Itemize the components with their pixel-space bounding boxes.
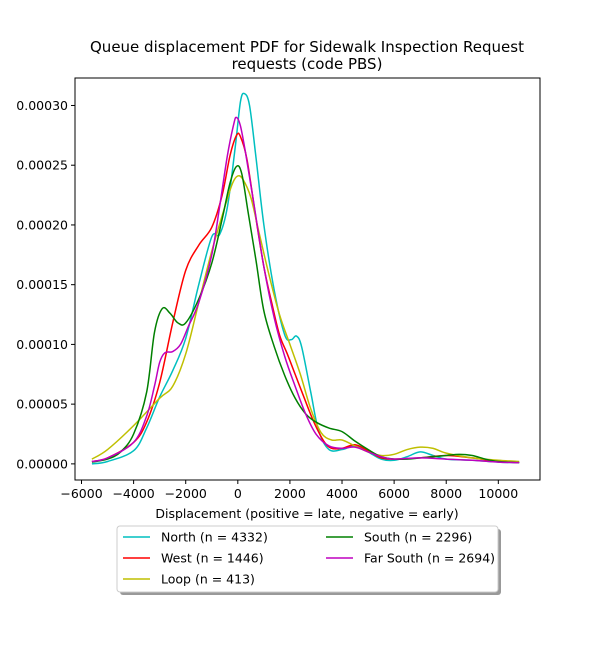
series-line-4	[91, 116, 520, 464]
legend-label: South (n = 2296)	[364, 530, 472, 545]
legend-label: Far South (n = 2694)	[364, 551, 495, 566]
plot-frame	[74, 77, 541, 481]
y-tick-label: 0.00000	[16, 456, 68, 471]
series-line-3	[91, 165, 520, 464]
legend-label: North (n = 4332)	[161, 530, 268, 545]
x-tick-label: 10000	[478, 486, 518, 501]
legend: North (n = 4332) West (n = 1446) Loop (n =…	[116, 525, 501, 595]
y-axis: 0.00000 0.00005 0.00010 0.00015 0.00020 0.000…	[16, 98, 75, 471]
x-tick-label: 0	[234, 486, 242, 501]
legend-label: West (n = 1446)	[161, 551, 264, 566]
x-tick-label: −6000	[60, 486, 102, 501]
y-tick-label: 0.00030	[16, 98, 68, 113]
y-tick-label: 0.00025	[16, 158, 68, 173]
x-tick-label: 2000	[274, 486, 306, 501]
x-tick-label: 8000	[430, 486, 462, 501]
chart-title-line-2: requests (code PBS)	[232, 55, 383, 73]
x-tick-label: −4000	[112, 486, 154, 501]
plot-lines	[91, 92, 520, 465]
y-tick-label: 0.00005	[16, 397, 68, 412]
series-line-2	[91, 175, 520, 463]
x-axis: −6000 −4000 −2000 0 2000 4000 6000 8000 10000	[60, 480, 518, 501]
y-tick-label: 0.00010	[16, 337, 68, 352]
legend-box	[116, 525, 499, 593]
x-tick-label: −2000	[165, 486, 207, 501]
x-tick-label: 6000	[378, 486, 410, 501]
y-tick-label: 0.00015	[16, 277, 68, 292]
x-tick-label: 4000	[326, 486, 358, 501]
chart-title-line-1: Queue displacement PDF for Sidewalk Insp…	[90, 38, 524, 56]
x-axis-label: Displacement (positive = late, negative …	[155, 506, 458, 521]
y-tick-label: 0.00020	[16, 217, 68, 232]
legend-label: Loop (n = 413)	[161, 572, 255, 587]
series-line-1	[91, 132, 520, 463]
series-line-0	[91, 92, 520, 465]
